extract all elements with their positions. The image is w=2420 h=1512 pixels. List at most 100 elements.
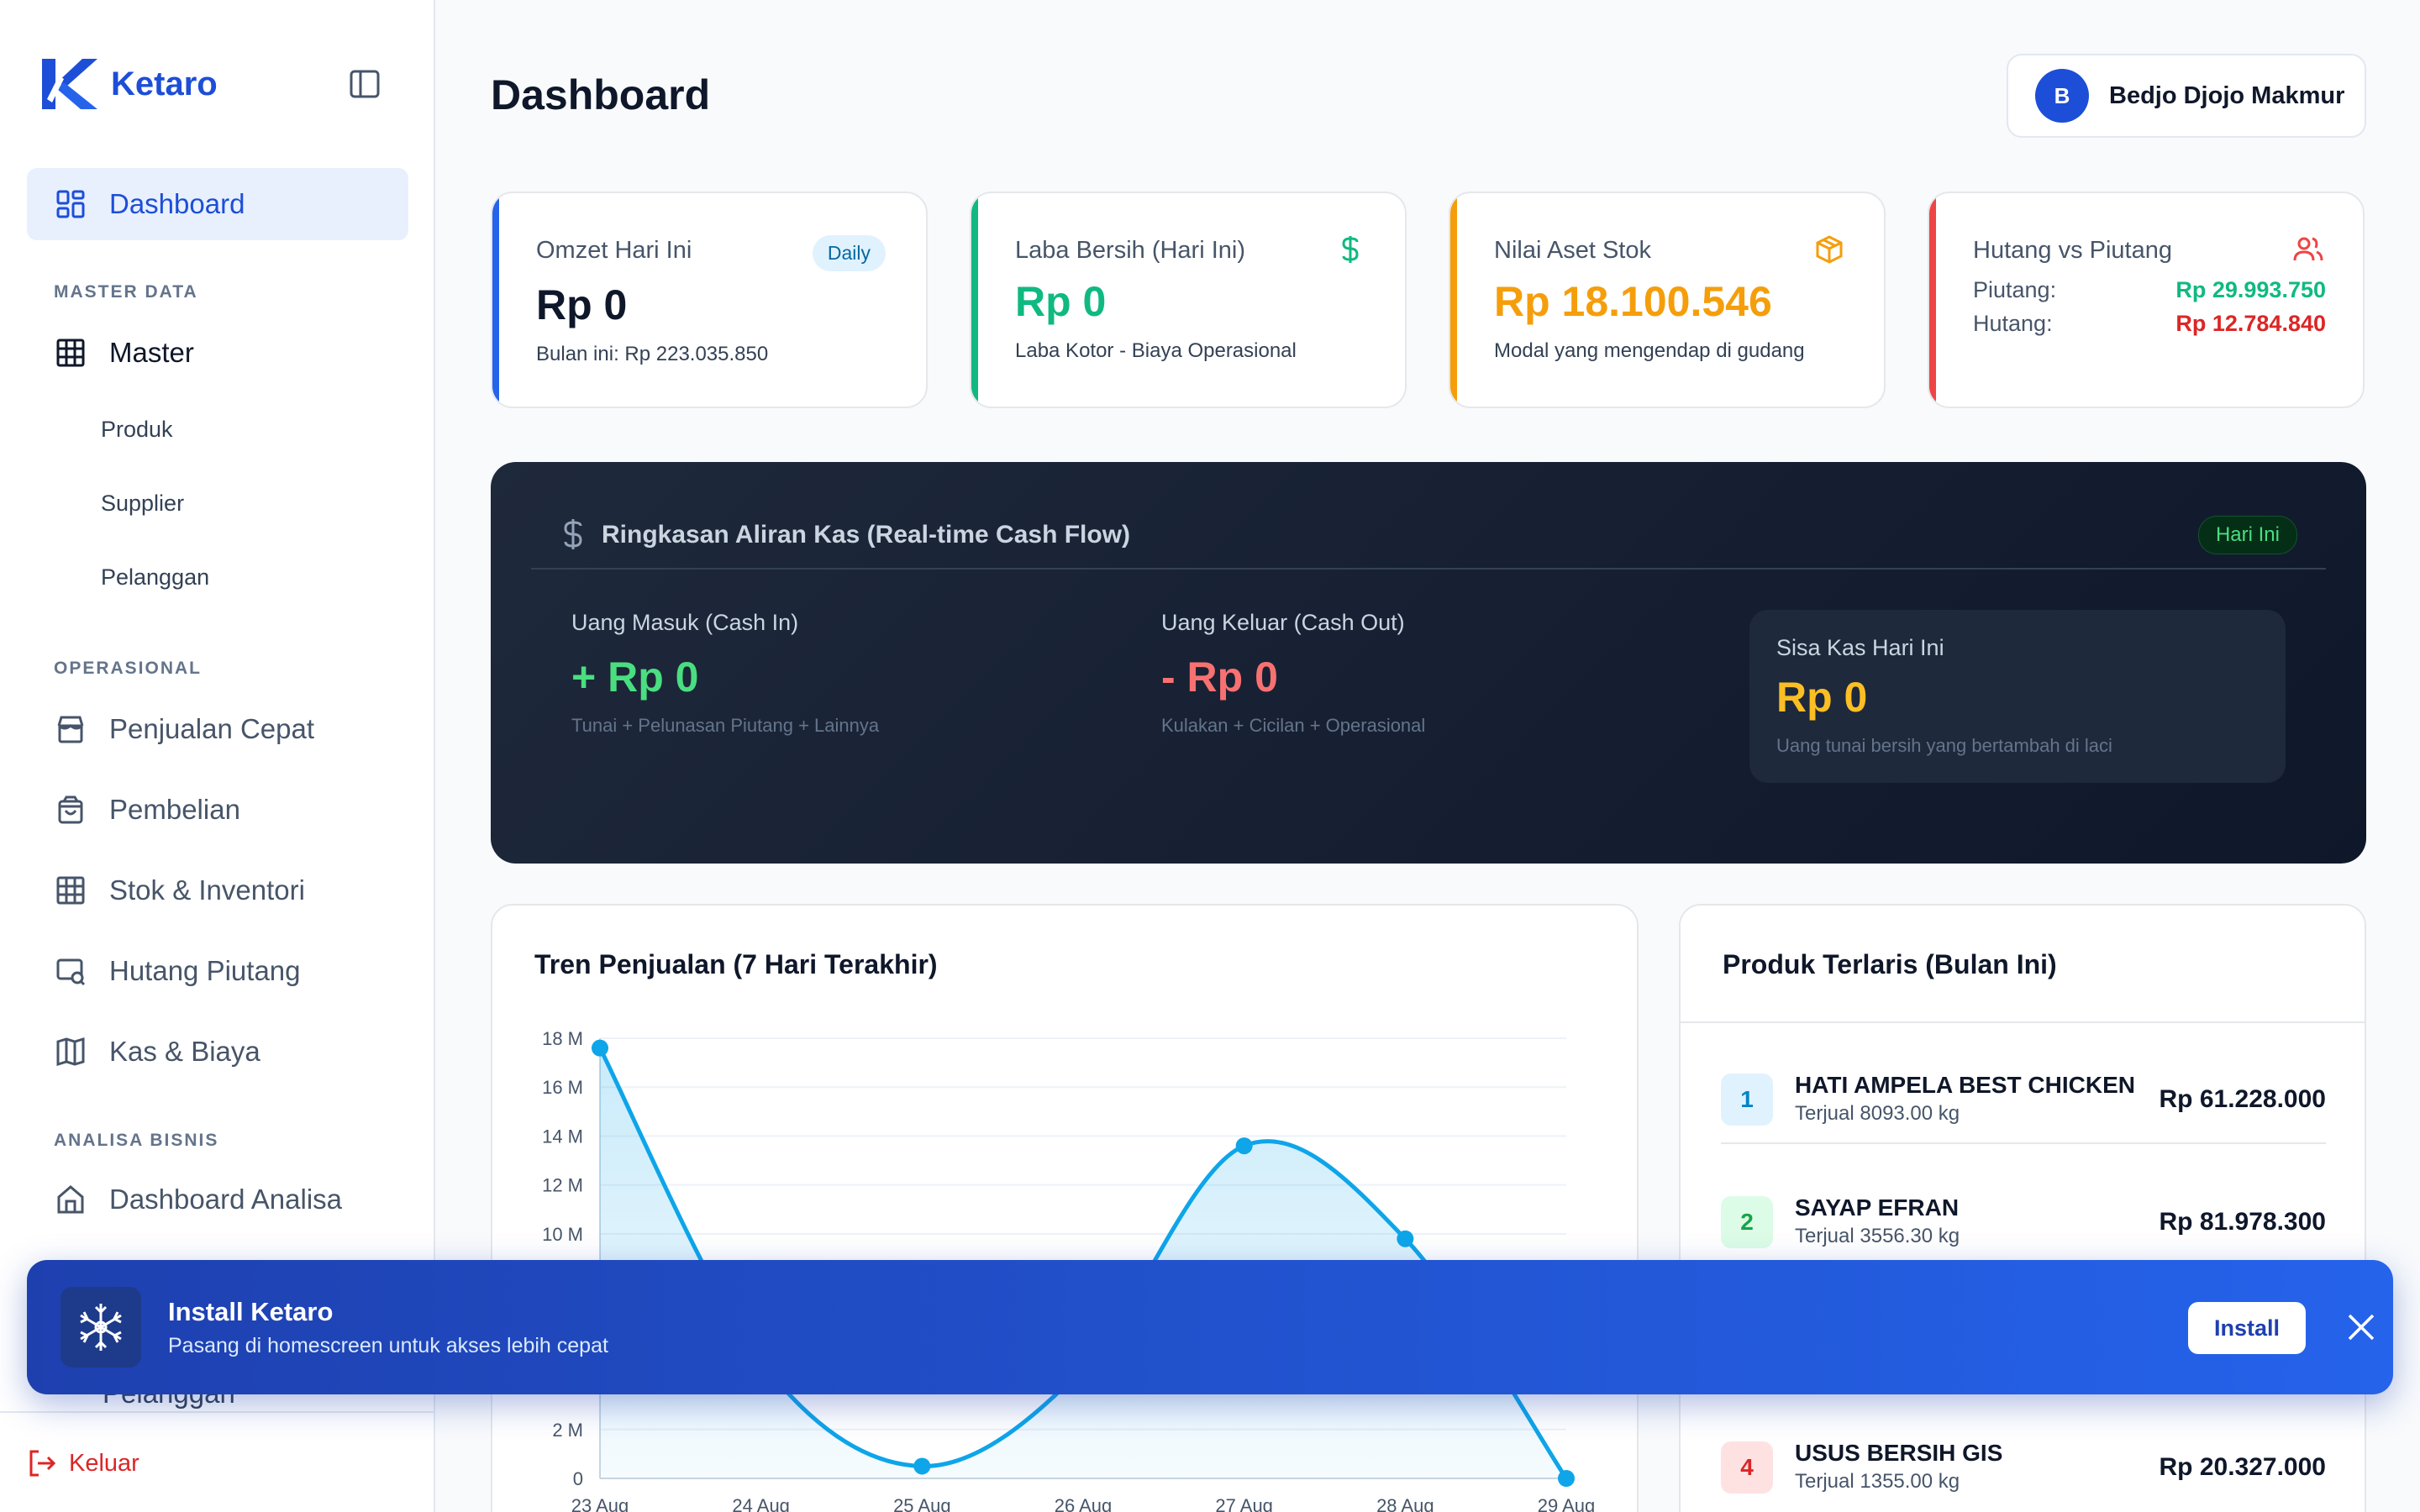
sidebar-item-label: Hutang Piutang <box>109 955 301 986</box>
grid-layout-icon <box>56 190 85 218</box>
user-menu[interactable]: B Bedjo Djojo Makmur <box>2007 54 2366 138</box>
divider <box>1721 1142 2326 1144</box>
x-tick-label: 27 Aug <box>1215 1495 1273 1512</box>
sidebar-item-label: Dashboard Analisa <box>109 1184 343 1215</box>
list-item[interactable]: 1 HATI AMPELA BEST CHICKEN Terjual 8093.… <box>1721 1048 2326 1149</box>
hutang-row: Hutang: Rp 12.784.840 <box>1973 311 2326 337</box>
remaining-label: Sisa Kas Hari Ini <box>1776 635 1944 660</box>
sidebar-item-pelanggan[interactable]: Pelanggan <box>101 564 210 590</box>
card-value: Rp 0 <box>1015 278 1107 325</box>
x-tick-label: 23 Aug <box>571 1495 629 1512</box>
brand[interactable]: Ketaro <box>42 59 218 109</box>
brand-name: Ketaro <box>111 65 218 102</box>
dollar-icon <box>564 519 582 549</box>
data-point <box>1235 1137 1253 1155</box>
data-point <box>1397 1230 1414 1247</box>
cash-in-subtitle: Tunai + Pelunasan Piutang + Lainnya <box>571 715 880 736</box>
cashflow-title: Ringkasan Aliran Kas (Real-time Cash Flo… <box>602 521 1131 549</box>
remaining-subtitle: Uang tunai bersih yang bertambah di laci <box>1776 735 2112 756</box>
sidebar-item-master[interactable]: Master <box>27 317 408 389</box>
stat-card-laba: Laba Bersih (Hari Ini) Rp 0 Laba Kotor -… <box>970 192 1407 408</box>
section-label-analisa: ANALISA BISNIS <box>54 1131 219 1150</box>
section-label-operasional: OPERASIONAL <box>54 659 203 678</box>
cash-in: Uang Masuk (Cash In) + Rp 0 Tunai + Pelu… <box>571 610 879 737</box>
cash-out: Uang Keluar (Cash Out) - Rp 0 Kulakan + … <box>1161 610 1425 737</box>
product-name: HATI AMPELA BEST CHICKEN <box>1795 1072 2135 1098</box>
hutang-label: Hutang: <box>1973 311 2053 336</box>
x-tick-label: 25 Aug <box>893 1495 951 1512</box>
y-tick-label: 10 M <box>542 1224 583 1245</box>
card-title: Nilai Aset Stok <box>1494 237 1651 264</box>
card-subtitle: Modal yang mengendap di gudang <box>1494 339 1805 362</box>
divider <box>1681 1021 2365 1023</box>
y-tick-label: 16 M <box>542 1077 583 1098</box>
product-name: SAYAP EFRAN <box>1795 1194 1960 1221</box>
receipt-card-icon <box>56 958 86 986</box>
y-tick-label: 0 <box>573 1468 583 1489</box>
sidebar-item-supplier[interactable]: Supplier <box>101 491 185 516</box>
sidebar-item-kas-biaya[interactable]: Kas & Biaya <box>27 1016 408 1088</box>
install-button[interactable]: Install <box>2188 1302 2306 1354</box>
sidebar-item-hutang-piutang[interactable]: Hutang Piutang <box>27 935 408 1007</box>
sidebar-item-label: Stok & Inventori <box>109 874 305 906</box>
piutang-value: Rp 29.993.750 <box>2175 277 2326 302</box>
remaining-value: Rp 0 <box>1776 674 1868 721</box>
product-revenue: Rp 20.327.000 <box>2159 1453 2326 1481</box>
install-banner: Install Ketaro Pasang di homescreen untu… <box>27 1260 2393 1394</box>
sidebar-item-label: Penjualan Cepat <box>109 713 315 744</box>
x-tick-label: 26 Aug <box>1055 1495 1113 1512</box>
sales-trend-panel: Tren Penjualan (7 Hari Terakhir) 02 M4 M… <box>491 904 1639 1512</box>
home-icon <box>57 1185 84 1214</box>
y-tick-label: 2 M <box>552 1420 583 1441</box>
card-accent <box>492 193 499 407</box>
list-item[interactable]: 4 USUS BERSIH GIS Terjual 1355.00 kg Rp … <box>1721 1416 2326 1512</box>
sidebar-item-stok-inventori[interactable]: Stok & Inventori <box>27 854 408 927</box>
dollar-icon <box>1342 236 1359 263</box>
stat-card-aset-stok: Nilai Aset Stok Rp 18.100.546 Modal yang… <box>1449 192 1886 408</box>
data-point <box>1558 1470 1575 1487</box>
sidebar-item-dashboard-analisa[interactable]: Dashboard Analisa <box>27 1163 408 1236</box>
section-label-master: MASTER DATA <box>54 282 198 302</box>
today-badge: Hari Ini <box>2197 516 2297 554</box>
card-subtitle: Laba Kotor - Biaya Operasional <box>1015 339 1297 362</box>
rank-badge: 2 <box>1721 1196 1773 1248</box>
data-point <box>592 1039 608 1057</box>
card-title: Laba Bersih (Hari Ini) <box>1015 237 1245 264</box>
top-products-title: Produk Terlaris (Bulan Ini) <box>1723 949 2057 979</box>
card-accent <box>1929 193 1936 407</box>
rank-badge: 1 <box>1721 1074 1773 1126</box>
sidebar-item-label: Dashboard <box>109 188 245 219</box>
book-open-icon <box>56 1037 85 1067</box>
package-icon <box>1816 235 1843 264</box>
product-name: USUS BERSIH GIS <box>1795 1440 2003 1466</box>
cash-out-label: Uang Keluar (Cash Out) <box>1161 610 1405 635</box>
table-icon <box>56 339 85 367</box>
close-icon[interactable] <box>2344 1310 2378 1344</box>
user-name: Bedjo Djojo Makmur <box>2109 81 2345 109</box>
logout-label: Keluar <box>69 1449 139 1477</box>
logout-button[interactable]: Keluar <box>27 1448 139 1478</box>
cashflow-panel: Ringkasan Aliran Kas (Real-time Cash Flo… <box>491 462 2366 864</box>
avatar: B <box>2035 69 2089 123</box>
sidebar-item-label: Pembelian <box>109 794 240 825</box>
sidebar-toggle-icon[interactable] <box>348 67 381 101</box>
x-tick-label: 28 Aug <box>1376 1495 1434 1512</box>
product-revenue: Rp 81.978.300 <box>2159 1208 2326 1236</box>
sidebar-item-produk[interactable]: Produk <box>101 417 173 442</box>
y-tick-label: 14 M <box>542 1126 583 1147</box>
store-icon <box>57 716 84 743</box>
cash-out-subtitle: Kulakan + Cicilan + Operasional <box>1161 715 1426 736</box>
card-title: Omzet Hari Ini <box>536 237 692 264</box>
top-products-panel: Produk Terlaris (Bulan Ini) 1 HATI AMPEL… <box>1679 904 2366 1512</box>
sales-trend-chart: 02 M4 M6 M8 M10 M12 M14 M16 M18 M23 Aug2… <box>542 1028 1595 1512</box>
card-title: Hutang vs Piutang <box>1973 237 2172 264</box>
stat-card-omzet: Omzet Hari Ini Daily Rp 0 Bulan ini: Rp … <box>491 192 928 408</box>
chart-title: Tren Penjualan (7 Hari Terakhir) <box>534 949 938 979</box>
users-icon <box>2293 237 2323 261</box>
list-item[interactable]: 2 SAYAP EFRAN Terjual 3556.30 kg Rp 81.9… <box>1721 1171 2326 1272</box>
shopping-bag-icon <box>58 795 83 824</box>
sidebar-item-dashboard[interactable]: Dashboard <box>27 168 408 240</box>
card-subtitle: Bulan ini: Rp 223.035.850 <box>536 343 769 365</box>
sidebar-item-penjualan-cepat[interactable]: Penjualan Cepat <box>27 693 408 765</box>
sidebar-item-pembelian[interactable]: Pembelian <box>27 774 408 846</box>
